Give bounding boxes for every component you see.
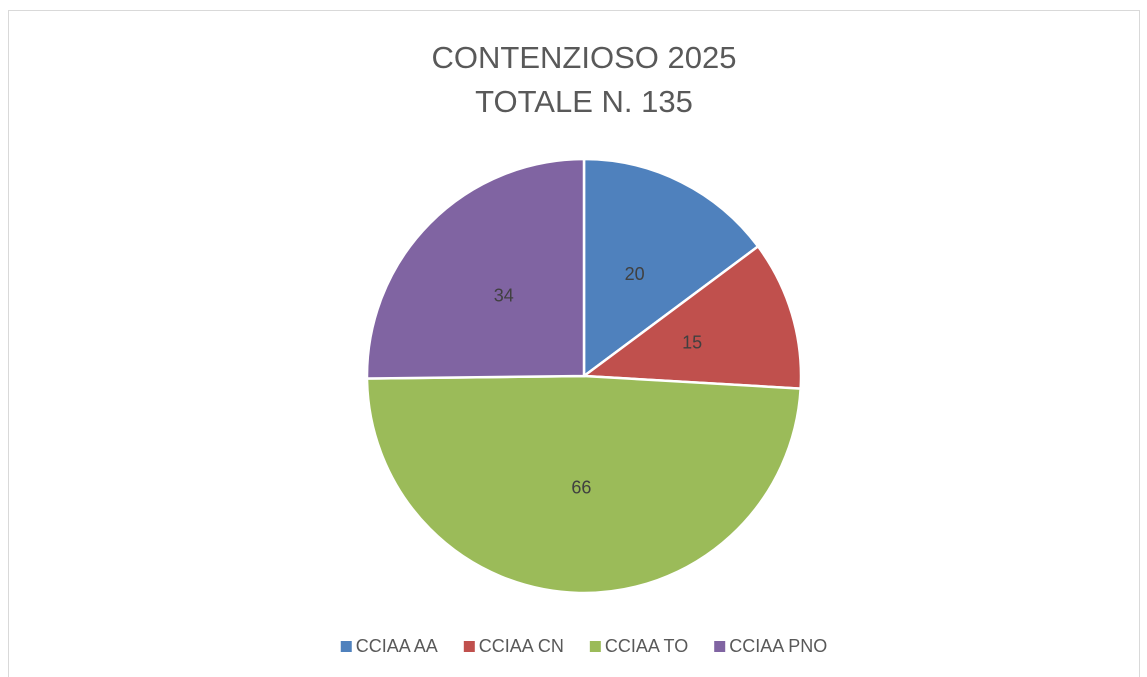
legend-label: CCIAA PNO (729, 636, 827, 656)
legend-label: CCIAA CN (479, 636, 564, 656)
chart-subtitle: TOTALE N. 135 (475, 84, 693, 119)
legend-swatch (589, 641, 601, 652)
legend-swatch (340, 641, 352, 652)
legend-swatch (463, 641, 475, 652)
pie-slice (365, 374, 802, 595)
legend-label: CCIAA AA (356, 636, 438, 656)
legend-swatch (714, 641, 726, 652)
data-label: 20 (625, 264, 645, 284)
chart-title: CONTENZIOSO 2025 (432, 40, 737, 75)
legend-label: CCIAA TO (605, 636, 688, 656)
pie-slice (580, 244, 803, 390)
data-label: 66 (571, 478, 591, 498)
data-label: 34 (494, 285, 514, 305)
pie-slice (365, 157, 586, 380)
pie-slice (582, 157, 760, 379)
data-label: 15 (682, 332, 702, 352)
